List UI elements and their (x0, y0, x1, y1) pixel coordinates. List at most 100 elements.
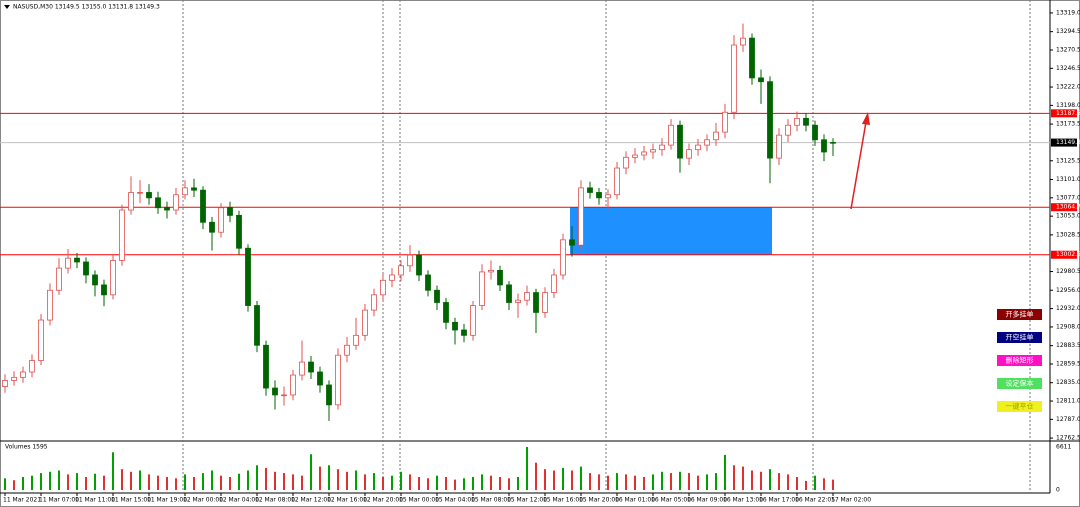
candle-body (479, 271, 485, 306)
button-label[interactable]: 删除矩形 (1006, 356, 1034, 365)
button-bg[interactable] (997, 378, 1042, 389)
candle-body (326, 384, 332, 406)
candle-body (776, 134, 782, 159)
candle-body (461, 329, 467, 336)
y-tick-label: 13270.5 (1056, 46, 1080, 53)
candle-body (704, 139, 710, 146)
candle-body (362, 309, 368, 336)
button-label[interactable]: 开多挂单 (1006, 310, 1034, 319)
candle-body (335, 354, 341, 406)
candle-body (587, 187, 593, 193)
candle-body (389, 274, 395, 281)
y-tick-label: 13173.5 (1056, 121, 1080, 128)
candle-body (470, 305, 476, 336)
candle-body (614, 167, 620, 196)
candle-body (713, 131, 719, 141)
candle-body (254, 305, 260, 346)
y-tick-label: 13028.5 (1056, 231, 1080, 238)
candle-body (236, 214, 242, 249)
x-tick-label: 12 Mar 12:00 (291, 497, 331, 504)
x-tick-label: 15 Mar 16:00 (543, 497, 583, 504)
y-tick-label: 12980.5 (1056, 268, 1080, 275)
button-label[interactable]: 一键平仓 (1006, 402, 1034, 411)
candle-body (722, 111, 728, 133)
candle-body (83, 261, 89, 276)
candle-body (173, 194, 179, 211)
candle-body (506, 284, 512, 303)
candle-body (128, 192, 134, 211)
x-tick-label: 15 Mar 20:00 (579, 497, 619, 504)
candle-body (2, 380, 8, 387)
button-bg[interactable] (997, 332, 1042, 343)
x-tick-label: 12 Mar 08:00 (255, 497, 295, 504)
candle-body (731, 44, 737, 113)
level-tag-label: 13187.6 (1056, 110, 1080, 117)
y-tick-label: 12908.0 (1056, 323, 1080, 330)
arrow (850, 121, 867, 210)
button[interactable]: 一键平仓 (997, 401, 1042, 412)
candle-body (92, 274, 98, 286)
level-tag (1051, 138, 1077, 147)
button[interactable]: 开空挂单 (997, 332, 1042, 343)
candle-body (812, 124, 818, 141)
button[interactable]: 开多挂单 (997, 309, 1042, 320)
y-tick-label: 12787.0 (1056, 416, 1080, 423)
button[interactable]: 删除矩形 (997, 355, 1042, 366)
level-tag-label: 13002.5 (1056, 251, 1080, 258)
y-tick-label: 13294.5 (1056, 28, 1080, 35)
candle-body (767, 81, 773, 159)
button[interactable]: 设定保本 (997, 378, 1042, 389)
candle-body (146, 192, 152, 199)
candle-body (758, 77, 764, 83)
level-tag (1051, 250, 1077, 259)
x-tick-label: 12 Mar 16:00 (327, 497, 367, 504)
candle-body (452, 321, 458, 331)
candle-body (308, 361, 314, 373)
candle-body (47, 289, 53, 321)
candle-body (110, 260, 116, 296)
candle-body (290, 374, 296, 396)
level-tag (1051, 109, 1077, 118)
menu-icon (4, 5, 10, 9)
y-tick-label: 12932.0 (1056, 305, 1080, 312)
candle-body (515, 299, 521, 303)
candle-body (551, 274, 557, 293)
candle-body (443, 302, 449, 323)
x-tick-label: 15 Mar 04:00 (435, 497, 475, 504)
button-label[interactable]: 设定保本 (1006, 379, 1034, 388)
candle-body (794, 117, 800, 126)
candle-body (434, 289, 440, 303)
candle-body (560, 239, 566, 276)
candle-body (785, 124, 791, 136)
candle-body (371, 294, 377, 311)
candle-body (182, 187, 188, 196)
candle-body (569, 239, 575, 246)
x-tick-label: 15 Mar 08:00 (471, 497, 511, 504)
x-tick-label: 11 Mar 11:00 (75, 497, 115, 504)
candle-body (686, 149, 692, 159)
candle-body (677, 124, 683, 159)
candle-body (218, 207, 224, 233)
button-bg[interactable] (997, 401, 1042, 412)
y-tick-label: 12883.5 (1056, 342, 1080, 349)
x-tick-label: 11 Mar 2021 (3, 497, 41, 504)
x-tick-label: 15 Mar 12:00 (507, 497, 547, 504)
candle-body (380, 279, 386, 296)
volume-tick-label: 6611 (1056, 444, 1071, 451)
y-tick-label: 12835.0 (1056, 379, 1080, 386)
x-tick-label: 16 Mar 09:00 (687, 497, 727, 504)
candle-body (353, 334, 359, 346)
button-bg[interactable] (997, 309, 1042, 320)
candle-body (650, 149, 656, 153)
candle-body (425, 274, 431, 291)
candle-body (632, 154, 638, 158)
candle-body (74, 257, 80, 263)
candle-body (524, 292, 530, 301)
candle-body (740, 37, 746, 46)
zone-rect (570, 207, 772, 255)
button-bg[interactable] (997, 355, 1042, 366)
button-label[interactable]: 开空挂单 (1006, 333, 1034, 342)
candle-body (137, 192, 143, 194)
candle-body (533, 292, 539, 313)
